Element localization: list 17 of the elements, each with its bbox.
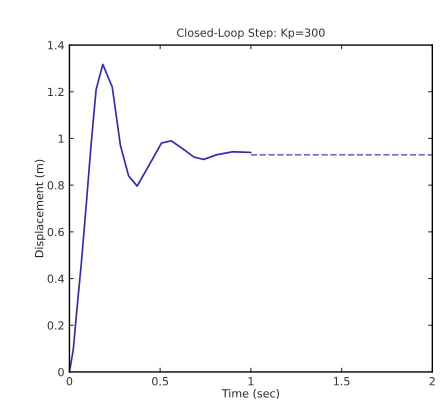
x-tick-label: 1 [248, 377, 254, 386]
y-tick-label: 0 [58, 368, 64, 376]
x-tick-label: 2 [430, 377, 435, 386]
x-axis-title: Time (sec) [222, 388, 279, 399]
y-tick-label: 0.2 [48, 321, 64, 330]
chart-title: Closed-Loop Step: Kp=300 [177, 28, 325, 40]
y-tick-label: 0.4 [48, 274, 64, 283]
y-tick-label: 0.6 [48, 228, 64, 236]
x-tick-label: 0.5 [152, 377, 168, 386]
y-tick-label: 1 [58, 134, 64, 143]
y-tick-label: 1.2 [48, 88, 64, 96]
line-series [69, 64, 252, 372]
y-tick-label: 1.4 [48, 41, 64, 50]
y-tick-label: 0.8 [48, 181, 64, 190]
y-axis-title: Displacement (m) [34, 160, 46, 258]
x-tick-label: 1.5 [334, 377, 350, 386]
x-tick-label: 0 [66, 377, 72, 386]
